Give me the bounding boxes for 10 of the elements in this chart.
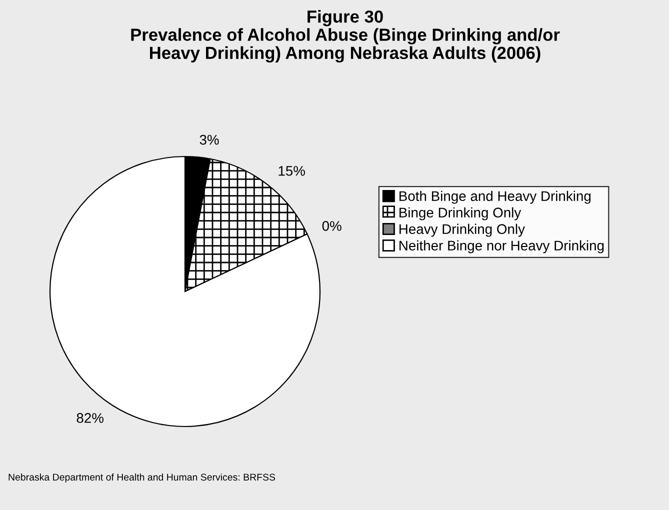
data-label: 3% xyxy=(200,134,219,145)
text: 0% xyxy=(322,221,342,231)
data-label: 82% xyxy=(76,413,104,423)
legend-label: Binge Drinking Only xyxy=(400,207,522,220)
chart-title: Figure 30 Prevalence of Alcohol Abuse (Binge Drinking and/or Heavy Drinking) Among Nebraska Adults (2006) xyxy=(131,10,560,63)
legend-label: Neither Binge nor Heavy Drinking xyxy=(400,240,604,254)
data-label: 15% xyxy=(278,166,305,176)
text: Nebraska Department of Health and Human Services: BRFSS xyxy=(8,473,276,483)
legend-label: Heavy Drinking Only xyxy=(400,224,525,237)
legend-label: Both Binge and Heavy Drinking xyxy=(400,190,591,204)
